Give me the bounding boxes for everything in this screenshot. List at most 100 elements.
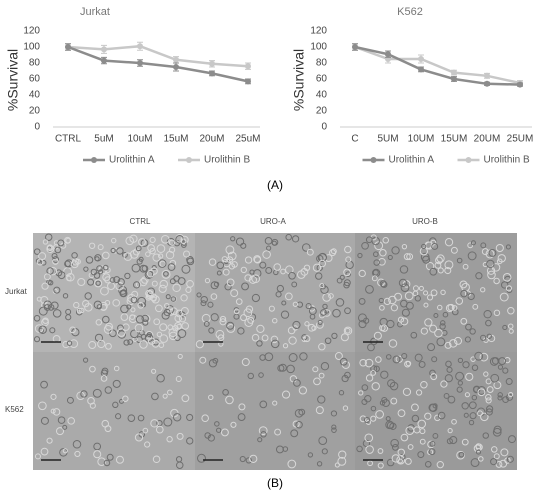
cell (262, 250, 271, 259)
cell (155, 425, 164, 434)
cell (137, 414, 145, 422)
cell (488, 248, 497, 257)
cell (437, 304, 443, 311)
cell (276, 284, 285, 293)
cell (106, 453, 114, 461)
cell (343, 268, 351, 277)
cell (40, 447, 49, 456)
cell (315, 272, 323, 280)
cell (235, 237, 245, 246)
cell (414, 353, 423, 362)
cell (244, 274, 252, 282)
cell (265, 267, 273, 274)
cell (462, 361, 470, 369)
cell (102, 273, 111, 282)
cell (167, 389, 173, 396)
cell (123, 339, 130, 346)
x-tick-label: 25UM (507, 134, 534, 145)
cell (226, 278, 235, 287)
cell (427, 343, 436, 352)
cell (417, 419, 427, 429)
cell (49, 327, 56, 334)
cell (411, 414, 420, 423)
cell (40, 259, 47, 266)
cell (481, 248, 489, 256)
cell (145, 289, 153, 298)
cell (288, 336, 297, 345)
cell (391, 443, 399, 451)
legend-label: Urolithin A (389, 155, 435, 166)
cell (204, 432, 211, 439)
cell (320, 285, 329, 294)
cell (379, 280, 387, 288)
cell (422, 255, 431, 264)
cell (251, 333, 260, 342)
cell (475, 272, 483, 280)
cell (36, 296, 42, 302)
cell (135, 245, 142, 252)
cell (76, 307, 83, 314)
cell (497, 364, 504, 370)
cell (344, 307, 351, 315)
y-tick-label: 40 (316, 90, 328, 101)
column-label: URO-B (412, 217, 438, 226)
cell (493, 309, 501, 317)
cell (479, 352, 489, 362)
cell (324, 254, 333, 263)
cell (419, 428, 426, 435)
cell (370, 405, 377, 412)
cell (101, 419, 110, 428)
cell (367, 343, 375, 352)
cell (358, 269, 366, 278)
cell (364, 358, 374, 368)
cell (164, 303, 170, 309)
cell (480, 287, 486, 293)
cell (427, 440, 435, 449)
cell (450, 246, 458, 254)
cell (118, 285, 128, 295)
cell (444, 374, 453, 383)
cell (418, 361, 426, 368)
cell (219, 318, 227, 326)
cell (122, 323, 130, 331)
cell (423, 290, 429, 296)
panel-label: (A) (267, 178, 283, 192)
cell (241, 358, 250, 367)
cell (485, 393, 492, 401)
cell (505, 244, 511, 250)
cell (426, 294, 434, 301)
cell (463, 412, 469, 418)
cell (403, 253, 411, 261)
cell (318, 436, 328, 446)
cell (377, 448, 384, 454)
cell (57, 239, 65, 247)
cell (165, 250, 175, 260)
cell (298, 408, 306, 416)
cell (272, 317, 278, 324)
cell (200, 295, 208, 304)
cell (379, 304, 385, 311)
cell (313, 377, 321, 386)
cell (331, 332, 338, 340)
cell (430, 373, 438, 381)
cell (158, 284, 167, 293)
cell (247, 316, 255, 324)
x-tick-label: 15uM (163, 134, 188, 145)
cell (168, 239, 176, 246)
cell (461, 438, 469, 446)
cell (41, 318, 49, 327)
cell (89, 365, 96, 373)
cell (446, 366, 453, 373)
cell (373, 259, 380, 266)
cell (444, 266, 452, 275)
cell (36, 258, 44, 266)
cell (131, 263, 141, 273)
cell (51, 253, 58, 260)
cell (464, 392, 470, 398)
cell (33, 315, 41, 322)
cell (228, 263, 236, 270)
cell (101, 367, 109, 375)
cell (221, 428, 229, 437)
cell (420, 327, 428, 335)
cell (170, 307, 178, 316)
